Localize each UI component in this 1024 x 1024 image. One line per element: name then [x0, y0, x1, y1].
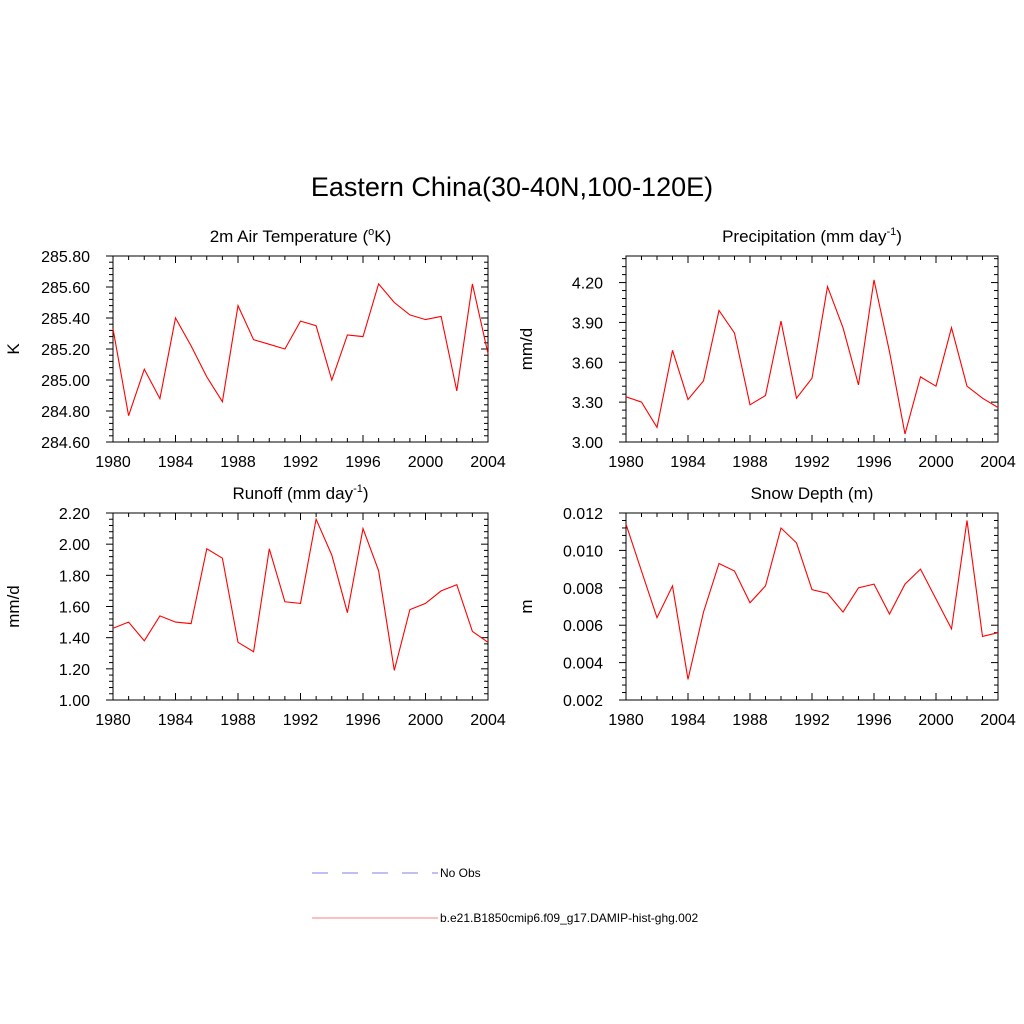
- legend-label-model: b.e21.B1850cmip6.f09_g17.DAMIP-hist-ghg.…: [440, 911, 699, 925]
- y-tick-label: 0.002: [563, 693, 603, 710]
- panel-1: 1980 1984 1988 1992 1996 2000 2004 3.00 3.30 3.60…: [517, 226, 1016, 471]
- y-tick-label: 4.20: [572, 276, 603, 293]
- panel-2: 1980 1984 1988 1992 1996 2000 2004 1.00 1.20 1.40…: [4, 483, 506, 729]
- x-tick-label: 1996: [856, 712, 892, 729]
- y-tick-label: 285.80: [41, 249, 90, 266]
- y-tick-label: 284.60: [41, 435, 90, 452]
- y-tick-label: 0.010: [563, 543, 603, 560]
- y-tick-label: 285.00: [41, 373, 90, 390]
- panel-title: Precipitation (mm day-1): [722, 226, 902, 246]
- y-tick-label: 1.20: [59, 662, 90, 679]
- y-axis-label: mm/d: [4, 585, 23, 628]
- x-tick-label: 1996: [345, 454, 381, 471]
- series-line: [112, 282, 489, 416]
- x-tick-label: 1980: [95, 454, 131, 471]
- plot-frame: [625, 512, 999, 701]
- plot-frame: [625, 255, 999, 443]
- x-tick-label: 1988: [220, 454, 256, 471]
- y-tick-label: 3.60: [572, 355, 603, 372]
- y-tick-label: 2.00: [59, 537, 90, 554]
- x-tick-label: 1988: [220, 712, 256, 729]
- x-tick-label: 1992: [794, 712, 830, 729]
- x-tick-label: 1992: [794, 454, 830, 471]
- x-tick-label: 2004: [980, 712, 1016, 729]
- panel-0: 1980 1984 1988 1992 1996 2000 2004 284.60 284.80…: [4, 226, 506, 471]
- x-tick-label: 1988: [732, 712, 768, 729]
- y-tick-label: 285.40: [41, 311, 90, 328]
- y-tick-label: 284.80: [41, 404, 90, 421]
- plot-frame: [112, 512, 489, 701]
- x-tick-label: 1980: [608, 454, 644, 471]
- x-tick-label: 1984: [670, 712, 706, 729]
- y-axis-label: K: [4, 343, 23, 355]
- y-tick-label: 0.006: [563, 618, 603, 635]
- y-tick-label: 3.00: [572, 435, 603, 452]
- x-tick-label: 2004: [470, 712, 506, 729]
- panel-title: 2m Air Temperature (oK): [210, 226, 392, 246]
- legend-swatch-model: [312, 917, 438, 919]
- y-tick-label: 3.30: [572, 395, 603, 412]
- x-tick-label: 1992: [283, 454, 319, 471]
- series-line: [625, 279, 999, 435]
- x-tick-label: 1988: [732, 454, 768, 471]
- y-tick-label: 0.004: [563, 656, 603, 673]
- y-axis-label: mm/d: [517, 328, 536, 371]
- x-tick-label: 2004: [980, 454, 1016, 471]
- x-tick-label: 2000: [918, 454, 954, 471]
- x-tick-label: 2000: [918, 712, 954, 729]
- x-tick-label: 2000: [408, 454, 444, 471]
- x-tick-label: 1984: [158, 712, 194, 729]
- y-tick-label: 1.60: [59, 600, 90, 617]
- x-tick-label: 1980: [608, 712, 644, 729]
- panel-title: Snow Depth (m): [751, 484, 874, 503]
- x-tick-label: 2000: [408, 712, 444, 729]
- y-tick-label: 2.20: [59, 506, 90, 523]
- x-tick-label: 2004: [470, 454, 506, 471]
- y-tick-label: 285.60: [41, 280, 90, 297]
- panel-title: Runoff (mm day-1): [232, 483, 368, 503]
- x-tick-label: 1996: [856, 454, 892, 471]
- series-line: [112, 517, 489, 671]
- x-tick-label: 1992: [283, 712, 319, 729]
- figure-title: Eastern China(30-40N,100-120E): [310, 172, 714, 202]
- y-tick-label: 0.012: [563, 506, 603, 523]
- series-line: [625, 520, 999, 680]
- y-axis-label: m: [517, 599, 536, 613]
- y-tick-label: 285.20: [41, 342, 90, 359]
- y-tick-label: 3.90: [572, 315, 603, 332]
- panel-3: 1980 1984 1988 1992 1996 2000 2004 0.002 0.004 0.…: [517, 484, 1016, 729]
- x-tick-label: 1984: [158, 454, 194, 471]
- x-tick-label: 1984: [670, 454, 706, 471]
- legend-swatch-no-obs: [312, 872, 438, 874]
- x-tick-label: 1980: [95, 712, 131, 729]
- legend-label-no-obs: No Obs: [440, 866, 481, 880]
- y-tick-label: 0.008: [563, 581, 603, 598]
- y-tick-label: 1.40: [59, 631, 90, 648]
- x-tick-label: 1996: [345, 712, 381, 729]
- y-tick-label: 1.80: [59, 568, 90, 585]
- y-tick-label: 1.00: [59, 693, 90, 710]
